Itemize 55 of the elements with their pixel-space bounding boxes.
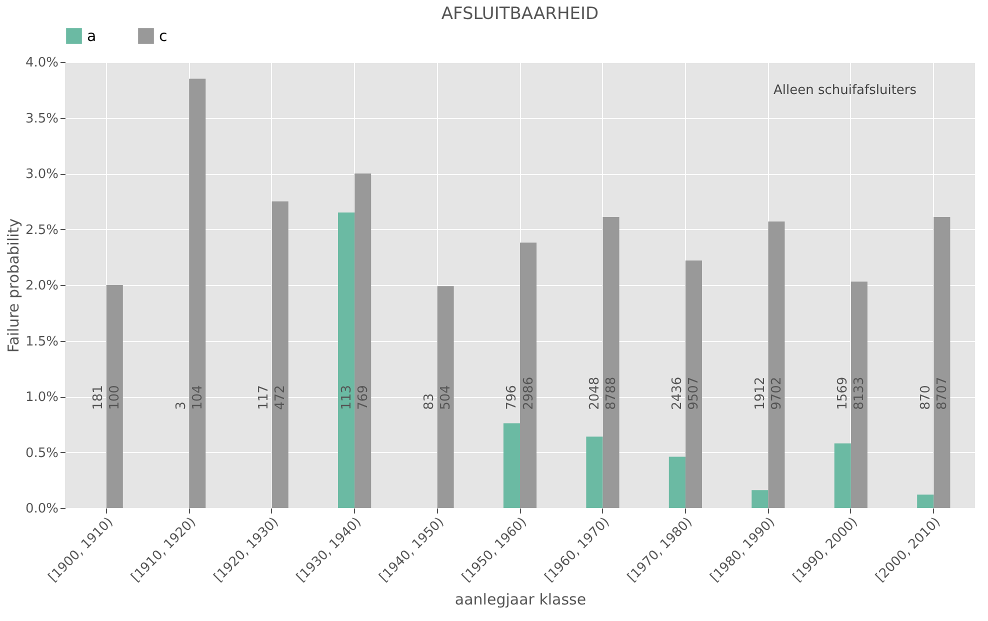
bar xyxy=(189,78,206,508)
annotation: 796 xyxy=(504,385,520,410)
annotation: 870 xyxy=(918,385,934,410)
bar xyxy=(106,285,123,508)
annotation: 8707 xyxy=(934,376,950,410)
annotation: 472 xyxy=(273,385,288,410)
y-tick-label: 0.5% xyxy=(25,446,58,461)
y-axis-title: Failure probability xyxy=(4,218,22,353)
bar xyxy=(850,282,868,508)
annotation: 9507 xyxy=(686,376,702,410)
annotation: 83 xyxy=(422,393,437,410)
bar xyxy=(768,221,785,508)
bar xyxy=(917,494,934,508)
y-tick-label: 1.5% xyxy=(25,334,58,350)
y-tick-label: 3.0% xyxy=(25,167,58,182)
annotation: 9702 xyxy=(769,376,784,410)
legend-label: a xyxy=(87,27,96,45)
legend-label: c xyxy=(159,27,168,45)
annotation: 113 xyxy=(339,385,354,410)
annotation: 2986 xyxy=(521,376,536,410)
bar xyxy=(503,423,520,508)
bar xyxy=(338,212,355,508)
y-tick-label: 0.0% xyxy=(25,502,58,516)
annotation: 1569 xyxy=(836,376,851,410)
annotation: Alleen schuifafsluiters xyxy=(773,83,917,98)
annotation: 104 xyxy=(190,385,206,410)
y-tick-label: 1.0% xyxy=(25,390,58,405)
bar xyxy=(354,174,372,508)
bar xyxy=(586,436,603,508)
chart-title: AFSLUITBAARHEID xyxy=(441,4,599,24)
bar xyxy=(272,201,288,508)
annotation: 3 xyxy=(174,402,189,410)
y-tick-label: 2.0% xyxy=(25,278,58,294)
bar xyxy=(685,260,702,508)
y-tick-label: 2.5% xyxy=(25,222,58,238)
annotation: 2436 xyxy=(670,376,686,410)
bar xyxy=(834,443,851,508)
y-tick-label: 3.5% xyxy=(25,111,58,126)
annotation: 117 xyxy=(256,385,272,410)
bar xyxy=(602,216,620,508)
annotation: 504 xyxy=(438,385,454,410)
annotation: 769 xyxy=(356,385,371,410)
bar xyxy=(437,286,454,508)
annotation: 181 xyxy=(91,385,106,410)
x-axis-title: aanlegjaar klasse xyxy=(454,590,586,608)
annotation: 8133 xyxy=(852,376,868,410)
annotation: 8788 xyxy=(604,376,619,410)
annotation: 1912 xyxy=(752,376,768,410)
bar xyxy=(752,490,768,508)
annotation: 100 xyxy=(108,385,123,410)
bar xyxy=(520,242,537,508)
bar xyxy=(668,456,686,508)
annotation: 2048 xyxy=(587,376,602,410)
bar xyxy=(934,216,950,508)
y-tick-label: 4.0% xyxy=(25,56,58,70)
